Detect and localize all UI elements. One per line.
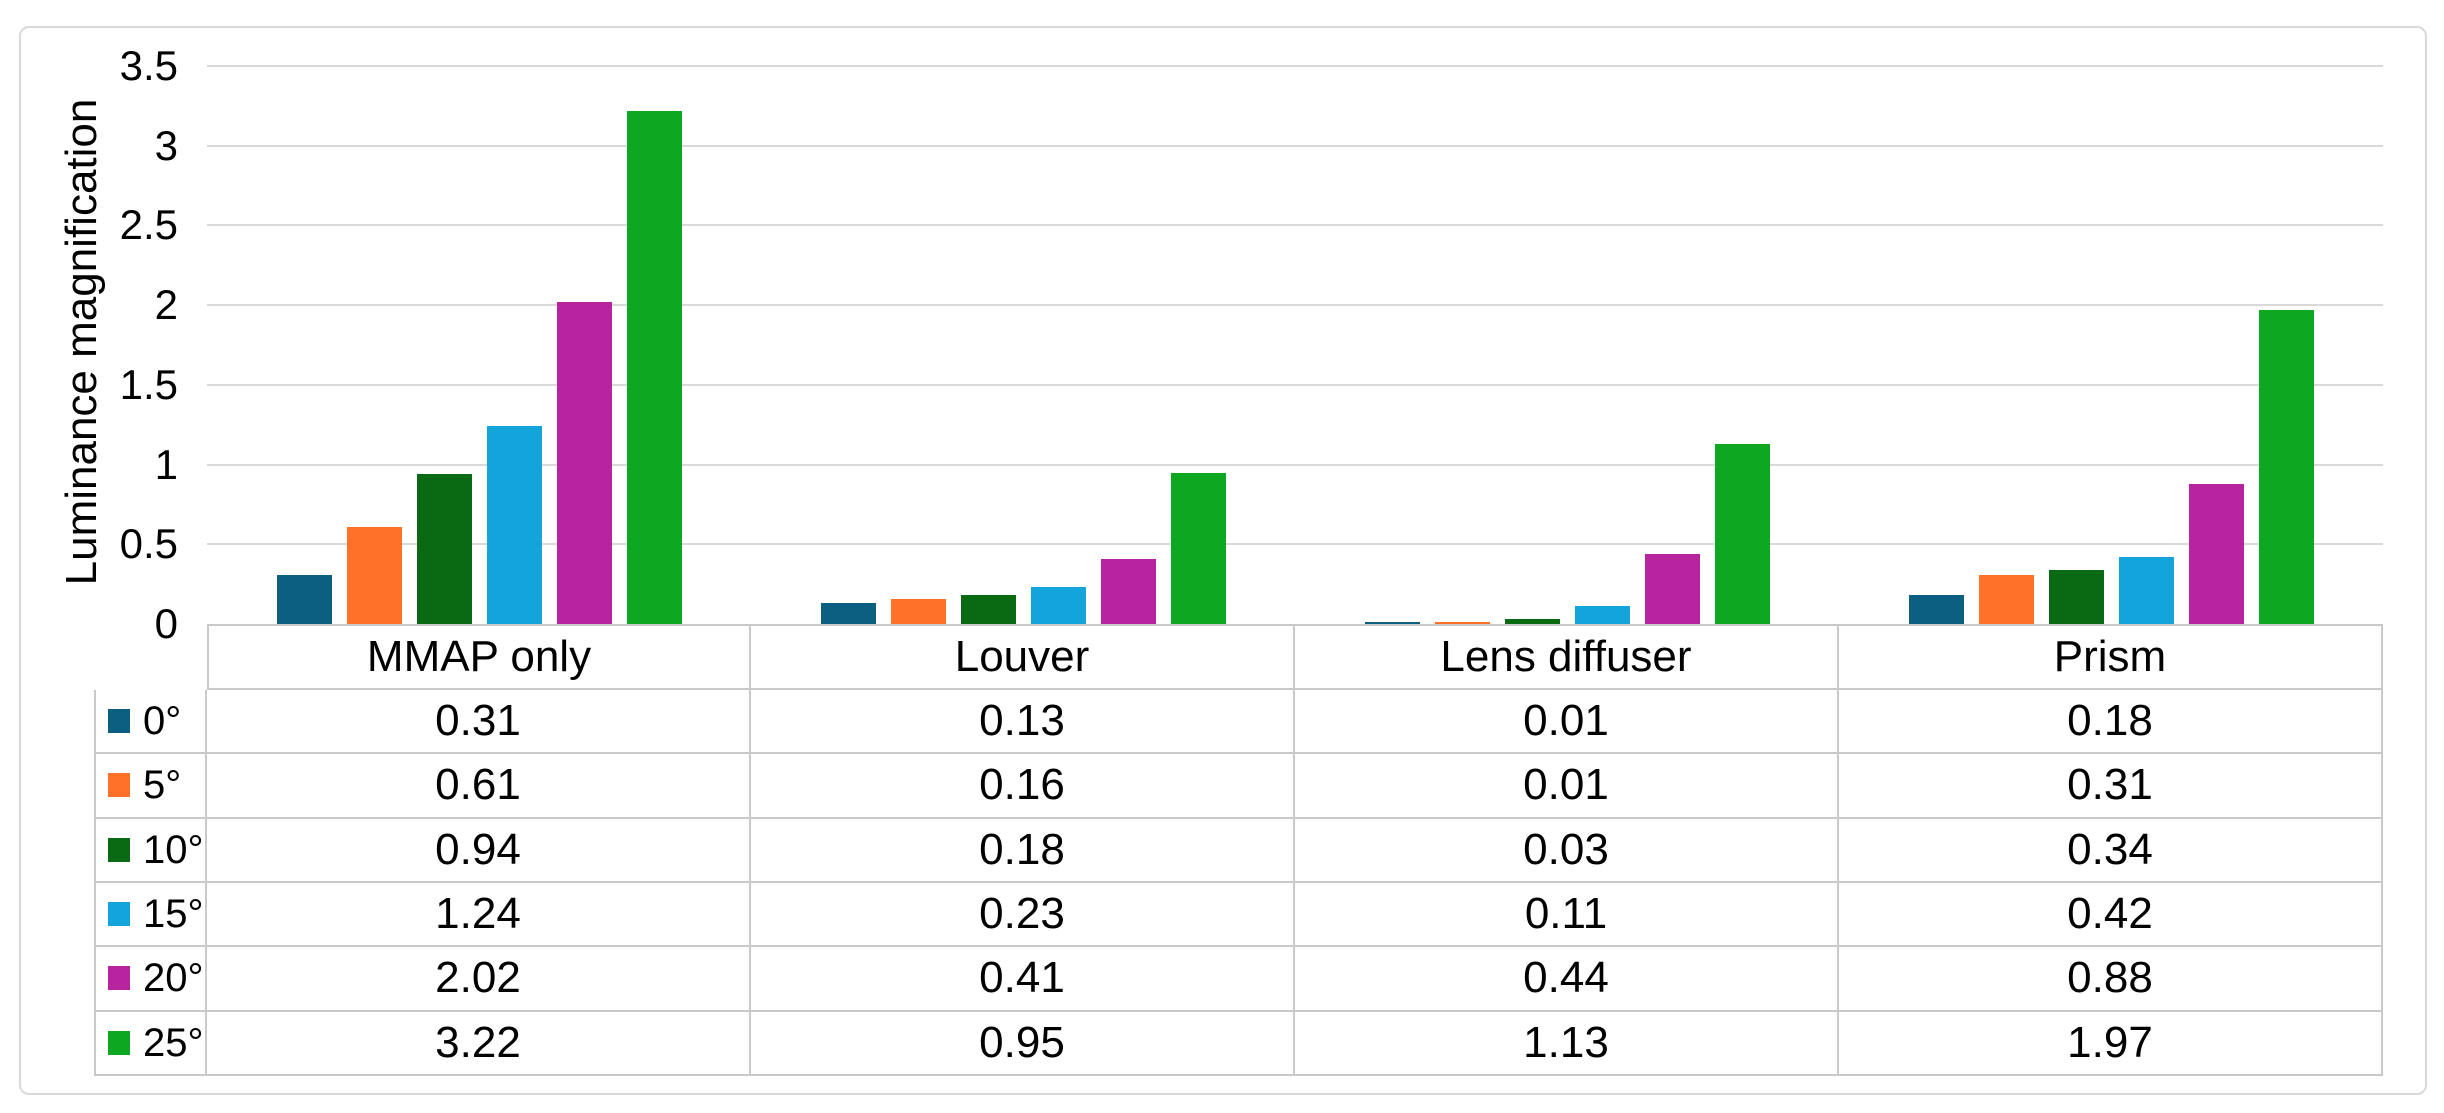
legend-swatch-20 (108, 966, 130, 991)
value-cell-louver-15: 0.23 (751, 883, 1295, 948)
value-cell-louver-5: 0.16 (751, 754, 1295, 819)
bar-mmap-only-0 (276, 574, 332, 624)
chart-data-table: MMAP only Louver Lens diffuser Prism 0° 0.31 0… (94, 624, 2383, 1076)
bar-louver-5 (890, 598, 946, 624)
legend-label-5: 5° (143, 763, 182, 808)
bar-prism-10 (2048, 569, 2104, 624)
value-cell-prism-5: 0.31 (1839, 754, 2383, 819)
legend-cell-5: 5° (94, 754, 207, 819)
y-tick-label-0.5: 0.5 (119, 520, 178, 568)
gridline-3 (207, 144, 2383, 147)
value-cell-louver-0: 0.13 (751, 690, 1295, 755)
value-cell-lens-diffuser-20: 0.44 (1295, 947, 1839, 1012)
value-cell-prism-10: 0.34 (1839, 818, 2383, 883)
bar-group-louver (751, 66, 1295, 624)
bar-lens-diffuser-5 (1434, 622, 1490, 624)
value-cell-mmap-only-5: 0.61 (207, 754, 751, 819)
value-cell-mmap-only-25: 3.22 (207, 1011, 751, 1076)
value-cell-prism-15: 0.42 (1839, 883, 2383, 948)
legend-cell-15: 15° (94, 883, 207, 948)
gridlines (207, 65, 2383, 624)
legend-swatch-15 (108, 902, 130, 927)
bar-prism-20 (2188, 483, 2244, 624)
value-cell-mmap-only-20: 2.02 (207, 947, 751, 1012)
y-tick-label-3: 3 (154, 121, 178, 169)
legend-label-10: 10° (143, 827, 204, 872)
y-tick-label-3.5: 3.5 (119, 42, 178, 89)
value-cell-mmap-only-15: 1.24 (207, 883, 751, 948)
gridline-3.5 (207, 65, 2383, 67)
bar-lens-diffuser-10 (1504, 619, 1560, 624)
value-cell-louver-10: 0.18 (751, 818, 1295, 883)
bar-louver-15 (1030, 587, 1086, 624)
bar-prism-0 (1908, 595, 1964, 624)
table-corner-spacer (94, 624, 207, 690)
value-cell-mmap-only-0: 0.31 (207, 690, 751, 755)
legend-cell-0: 0° (94, 690, 207, 755)
bar-louver-20 (1100, 558, 1156, 624)
value-cell-louver-20: 0.41 (751, 947, 1295, 1012)
gridline-2 (207, 304, 2383, 307)
legend-swatch-5 (108, 773, 130, 798)
category-header-lens-diffuser: Lens diffuser (1295, 624, 1839, 690)
value-cell-lens-diffuser-15: 0.11 (1295, 883, 1839, 948)
bar-lens-diffuser-15 (1574, 606, 1630, 624)
legend-label-20: 20° (143, 956, 204, 1001)
bar-group-mmap-only (207, 66, 751, 624)
category-header-prism: Prism (1839, 624, 2383, 690)
value-cell-lens-diffuser-10: 0.03 (1295, 818, 1839, 883)
gridline-0.5 (207, 543, 2383, 546)
figure-frame-border (19, 26, 2427, 1095)
bar-mmap-only-25 (626, 110, 682, 624)
bar-louver-25 (1170, 472, 1226, 624)
gridline-1.5 (207, 383, 2383, 386)
value-cell-lens-diffuser-0: 0.01 (1295, 690, 1839, 755)
category-header-mmap-only: MMAP only (207, 624, 751, 690)
bar-lens-diffuser-25 (1714, 443, 1770, 624)
bar-mmap-only-20 (556, 301, 612, 624)
value-cell-lens-diffuser-25: 1.13 (1295, 1011, 1839, 1076)
gridline-1 (207, 463, 2383, 466)
legend-swatch-25 (108, 1030, 130, 1055)
bar-prism-25 (2258, 309, 2314, 624)
y-tick-label-2.5: 2.5 (119, 201, 178, 249)
value-cell-louver-25: 0.95 (751, 1011, 1295, 1076)
legend-label-0: 0° (143, 699, 182, 744)
y-tick-label-1: 1 (154, 440, 178, 488)
legend-cell-20: 20° (94, 947, 207, 1012)
legend-swatch-10 (108, 837, 130, 862)
bar-lens-diffuser-20 (1644, 553, 1700, 624)
bar-groups (207, 66, 2383, 624)
bar-louver-0 (820, 603, 876, 624)
value-cell-prism-20: 0.88 (1839, 947, 2383, 1012)
value-cell-mmap-only-10: 0.94 (207, 818, 751, 883)
legend-cell-25: 25° (94, 1011, 207, 1076)
legend-label-15: 15° (143, 892, 204, 937)
bar-prism-15 (2118, 557, 2174, 624)
y-tick-label-1.5: 1.5 (119, 360, 178, 408)
bar-prism-5 (1978, 574, 2034, 624)
bar-group-prism (1839, 66, 2383, 624)
bar-mmap-only-15 (486, 426, 542, 624)
plot-area (207, 65, 2383, 624)
value-cell-prism-0: 0.18 (1839, 690, 2383, 755)
bar-lens-diffuser-0 (1364, 622, 1420, 624)
gridline-2.5 (207, 224, 2383, 227)
category-header-louver: Louver (751, 624, 1295, 690)
bar-mmap-only-5 (346, 526, 402, 624)
bar-group-lens-diffuser (1295, 66, 1839, 624)
legend-swatch-0 (108, 709, 130, 734)
bar-mmap-only-10 (416, 474, 472, 624)
y-tick-label-0: 0 (154, 600, 178, 647)
value-cell-lens-diffuser-5: 0.01 (1295, 754, 1839, 819)
legend-label-25: 25° (143, 1020, 204, 1065)
y-axis-tick-labels: 3.5 3 2.5 2 1.5 1 0.5 0 (20, 45, 178, 645)
y-tick-label-2: 2 (154, 281, 178, 329)
value-cell-prism-25: 1.97 (1839, 1011, 2383, 1076)
legend-cell-10: 10° (94, 818, 207, 883)
bar-louver-10 (960, 595, 1016, 624)
